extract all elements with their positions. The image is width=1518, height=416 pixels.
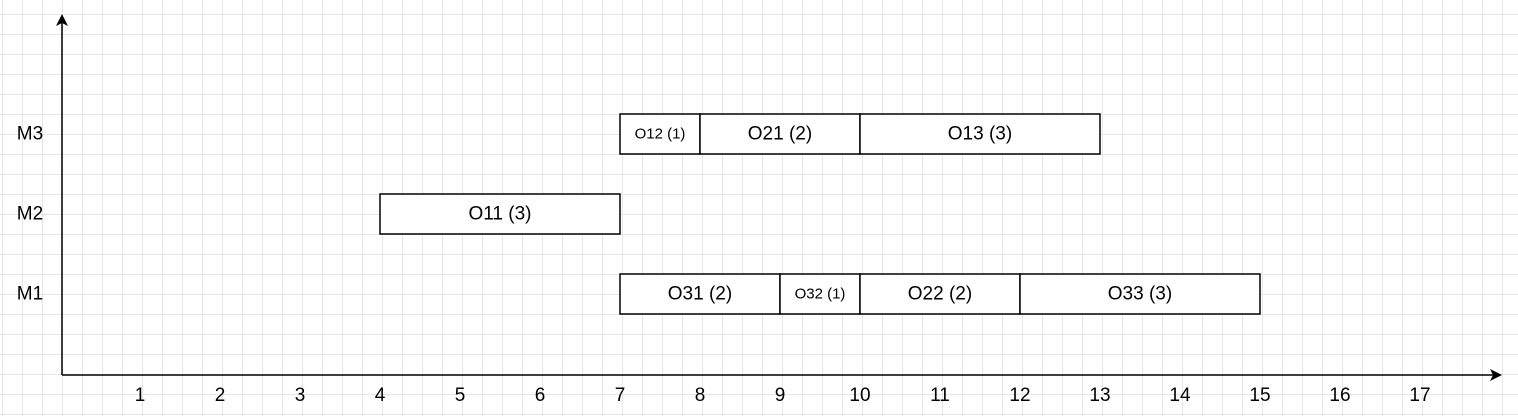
task-bar (779, 273, 861, 315)
task-label: O31 (2) (668, 284, 732, 305)
x-tick-label: 1 (135, 385, 146, 406)
x-tick-label: 6 (535, 385, 546, 406)
machine-label: M1 (17, 284, 43, 305)
x-tick-label: 12 (1009, 385, 1030, 406)
task-label: O12 (1) (635, 126, 686, 143)
task-label: O22 (2) (908, 284, 972, 305)
task-bar (699, 113, 861, 155)
machine-label: M2 (17, 204, 43, 225)
x-tick-label: 10 (849, 385, 870, 406)
task-label: O33 (3) (1108, 284, 1172, 305)
task-label: O11 (3) (468, 204, 531, 225)
x-tick-label: 14 (1169, 385, 1191, 406)
x-tick-label: 17 (1409, 385, 1430, 406)
x-tick-label: 13 (1089, 385, 1110, 406)
x-tick-label: 8 (695, 385, 706, 406)
x-tick-label: 2 (215, 385, 226, 406)
task-bar (859, 273, 1021, 315)
x-tick-label: 5 (455, 385, 466, 406)
task-bar (1019, 273, 1261, 315)
x-tick-label: 11 (930, 385, 950, 406)
task-bar (859, 113, 1101, 155)
x-tick-label: 4 (375, 385, 386, 406)
machine-label: M3 (17, 124, 43, 145)
task-label: O32 (1) (795, 286, 846, 303)
x-tick-label: 3 (295, 385, 306, 406)
x-tick-label: 7 (615, 385, 626, 406)
x-tick-label: 9 (775, 385, 786, 406)
x-tick-label: 16 (1329, 385, 1350, 406)
task-bar (379, 193, 621, 235)
x-tick-label: 15 (1249, 385, 1270, 406)
task-label: O21 (2) (748, 124, 812, 145)
task-label: O13 (3) (948, 124, 1012, 145)
